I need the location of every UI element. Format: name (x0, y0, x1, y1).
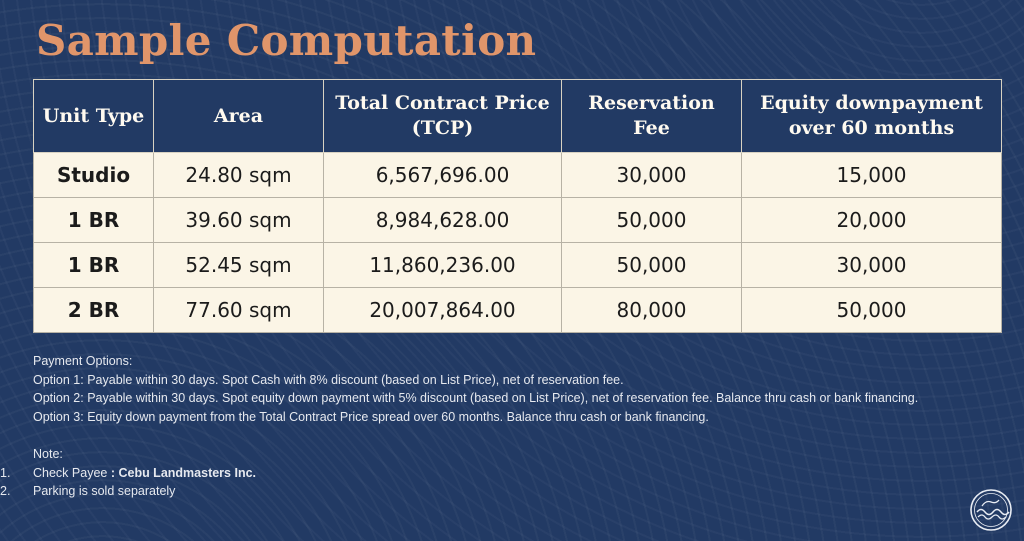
cell-unit-type: 2 BR (33, 287, 154, 333)
column-header-reservation-fee: Reservation Fee (561, 79, 742, 153)
cell-equity-downpayment: 30,000 (741, 242, 1002, 288)
payment-option-1: Option 1: Payable within 30 days. Spot C… (33, 372, 624, 387)
column-header-unit-type: Unit Type (33, 79, 154, 153)
cell-area: 77.60 sqm (153, 287, 324, 333)
note-item: 2. Parking is sold separately (0, 482, 990, 501)
note-heading: Note: (33, 446, 63, 461)
cell-tcp: 6,567,696.00 (323, 152, 562, 198)
table-row: 1 BR 39.60 sqm 8,984,628.00 50,000 20,00… (33, 197, 1002, 243)
cell-reservation-fee: 30,000 (561, 152, 742, 198)
note-text: Parking is sold separately (33, 484, 176, 499)
cell-unit-type: 1 BR (33, 197, 154, 243)
note-text: Check Payee : Cebu Landmasters Inc. (33, 464, 256, 483)
cell-reservation-fee: 50,000 (561, 197, 742, 243)
cell-equity-downpayment: 15,000 (741, 152, 1002, 198)
payee-name: : Cebu Landmasters Inc. (110, 465, 257, 480)
table-header-row: Unit Type Area Total Contract Price (TCP… (33, 79, 1002, 153)
table-row: Studio 24.80 sqm 6,567,696.00 30,000 15,… (33, 152, 1002, 198)
cell-equity-downpayment: 20,000 (741, 197, 1002, 243)
payment-option-3: Option 3: Equity down payment from the T… (33, 410, 709, 425)
note-number: 1. (0, 465, 11, 480)
payment-option-2: Option 2: Payable within 30 days. Spot e… (33, 391, 919, 406)
payment-options-heading: Payment Options: (33, 354, 133, 368)
notes-section: Payment Options: Option 1: Payable withi… (0, 352, 990, 501)
cell-tcp: 8,984,628.00 (323, 197, 562, 243)
cell-tcp: 20,007,864.00 (323, 287, 562, 333)
cell-area: 52.45 sqm (153, 242, 324, 288)
wave-seal-icon (970, 489, 1012, 531)
note-item: 1. Check Payee : Cebu Landmasters Inc. (0, 464, 990, 483)
column-header-area: Area (153, 79, 324, 153)
computation-table: Unit Type Area Total Contract Price (TCP… (33, 79, 1002, 333)
page-title: Sample Computation (36, 16, 537, 65)
table-row: 1 BR 52.45 sqm 11,860,236.00 50,000 30,0… (33, 242, 1002, 288)
table-row: 2 BR 77.60 sqm 20,007,864.00 80,000 50,0… (33, 287, 1002, 333)
notes-spacer (0, 427, 990, 445)
cell-reservation-fee: 80,000 (561, 287, 742, 333)
cell-unit-type: Studio (33, 152, 154, 198)
note-text-main: Check Payee (33, 465, 111, 480)
cell-tcp: 11,860,236.00 (323, 242, 562, 288)
column-header-tcp: Total Contract Price (TCP) (323, 79, 562, 153)
column-header-equity-downpayment: Equity downpayment over 60 months (741, 79, 1002, 153)
cell-equity-downpayment: 50,000 (741, 287, 1002, 333)
cell-reservation-fee: 50,000 (561, 242, 742, 288)
cell-unit-type: 1 BR (33, 242, 154, 288)
cell-area: 39.60 sqm (153, 197, 324, 243)
note-number: 2. (0, 484, 11, 499)
cell-area: 24.80 sqm (153, 152, 324, 198)
